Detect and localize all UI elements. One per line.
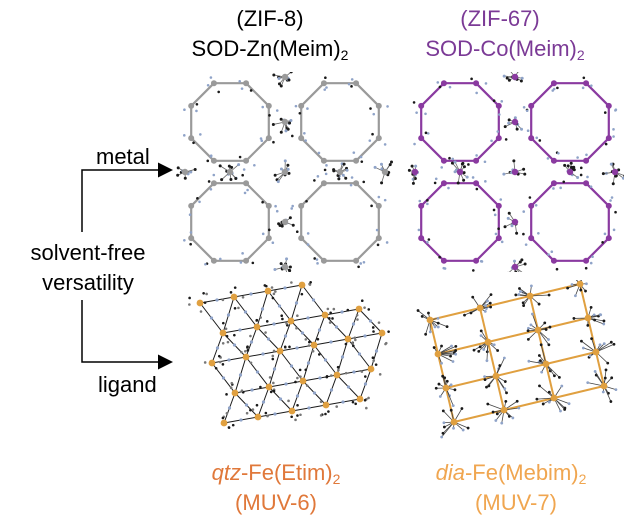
ligand-arrow xyxy=(81,300,173,370)
zif8-sod-structure xyxy=(176,72,393,272)
metal-arrow xyxy=(81,162,173,232)
zif8-formula: SOD-Zn(Meim)2 xyxy=(180,36,360,68)
muv7-formula-sub: 2 xyxy=(578,471,587,487)
muv7-prefix: dia xyxy=(435,460,465,485)
muv6-formula-main: -Fe(Etim) xyxy=(240,460,333,485)
muv6-formula: qtz-Fe(Etim)2 xyxy=(176,460,376,492)
versatility-label-line1: solvent-free xyxy=(30,240,146,265)
zif8-formula-sub: 2 xyxy=(340,47,349,63)
muv6-qtz-structure xyxy=(188,281,390,429)
muv6-code: (MUV-6) xyxy=(235,490,317,515)
ligand-label: ligand xyxy=(98,372,157,397)
muv7-formula-main: -Fe(Mebim) xyxy=(464,460,579,485)
muv7-dia-structure xyxy=(416,280,618,439)
muv6-prefix: qtz xyxy=(211,460,241,485)
zif67-code: (ZIF-67) xyxy=(460,6,540,31)
muv6-formula-sub: 2 xyxy=(332,471,341,487)
zif8-formula-main: SOD-Zn(Meim) xyxy=(191,36,341,61)
zif67-sod-structure xyxy=(407,72,624,272)
versatility-label-line2: versatility xyxy=(42,270,134,295)
metal-label: metal xyxy=(96,144,150,169)
muv7-code: (MUV-7) xyxy=(475,490,557,515)
zif67-formula-main: SOD-Co(Meim) xyxy=(425,36,577,61)
muv7-formula: dia-Fe(Mebim)2 xyxy=(406,460,616,492)
zif8-code: (ZIF-8) xyxy=(236,6,304,31)
zif67-formula: SOD-Co(Meim)2 xyxy=(410,36,600,68)
zif67-formula-sub: 2 xyxy=(576,47,585,63)
